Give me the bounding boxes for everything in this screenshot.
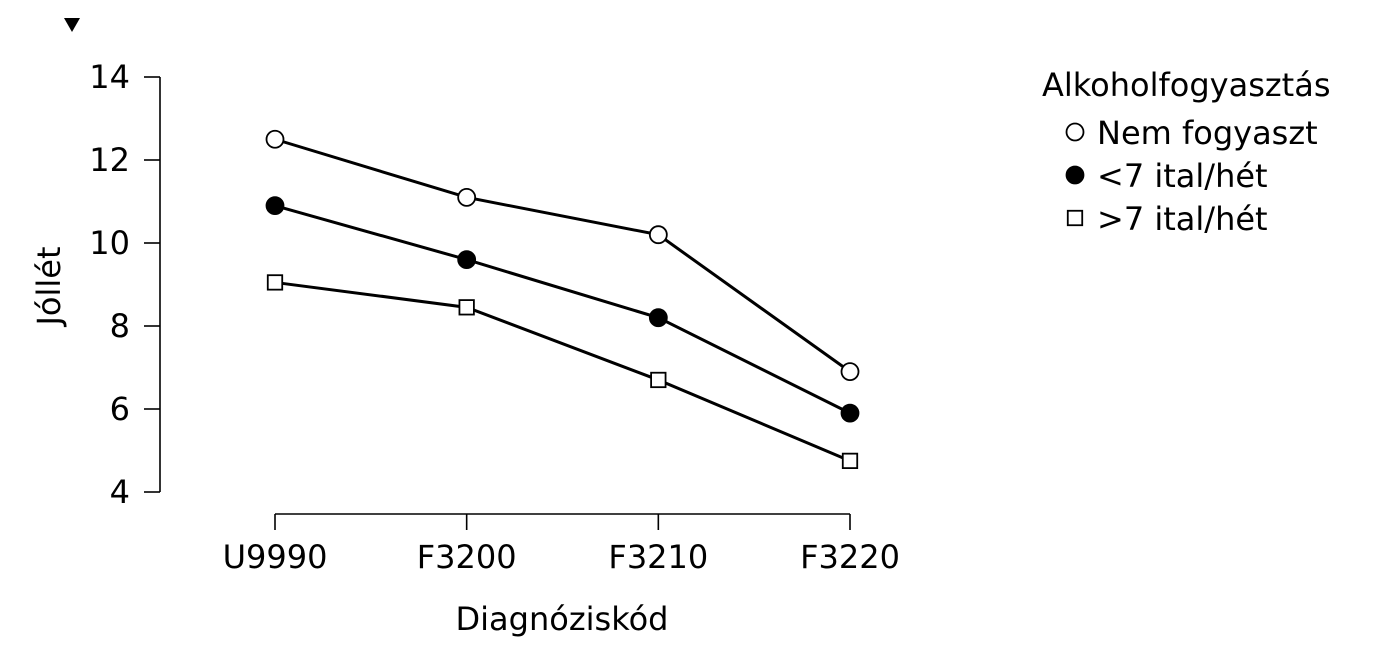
- series-1: [265, 129, 860, 382]
- series-2: [265, 196, 860, 423]
- data-point: [648, 308, 668, 328]
- y-tick-label: 12: [89, 141, 130, 179]
- data-point: [841, 452, 859, 469]
- legend-marker: [1065, 165, 1085, 185]
- y-tick-label: 6: [110, 390, 130, 428]
- y-axis-title: Jóllét: [30, 246, 68, 327]
- data-point: [265, 196, 285, 216]
- data-point: [457, 250, 477, 270]
- data-point: [458, 299, 475, 316]
- legend-label: >7 ital/hét: [1097, 200, 1268, 238]
- legend-item: Nem fogyaszt: [1065, 114, 1318, 152]
- legend-items: Nem fogyaszt <7 ital/hét >7 ital/hét: [1065, 114, 1318, 238]
- data-point: [840, 362, 860, 382]
- x-tick-label: F3200: [417, 538, 517, 576]
- down-triangle-icon: [64, 18, 80, 32]
- legend-marker: [1065, 122, 1085, 142]
- legend-label: <7 ital/hét: [1097, 157, 1268, 195]
- y-tick-label: 14: [89, 58, 130, 96]
- data-point: [265, 129, 285, 149]
- data-point: [650, 371, 667, 389]
- data-point: [457, 187, 477, 207]
- series-3: [266, 274, 859, 469]
- series-line: [274, 137, 851, 373]
- legend-title: Alkoholfogyasztás: [1042, 66, 1331, 104]
- series-layer: [265, 129, 860, 469]
- legend-marker: [1066, 209, 1084, 227]
- legend-label: Nem fogyaszt: [1097, 114, 1318, 152]
- x-axis-title: Diagnóziskód: [456, 600, 669, 638]
- y-tick-label: 4: [110, 473, 130, 511]
- x-axis: U9990 F3200 F3210 F3220: [223, 513, 900, 576]
- x-tick-label: F3210: [608, 538, 708, 576]
- y-tick-label: 8: [110, 307, 130, 345]
- data-point: [840, 403, 860, 423]
- series-line: [274, 280, 851, 463]
- legend: Alkoholfogyasztás Nem fogyaszt <7 ital/hé…: [1042, 66, 1331, 238]
- legend-item: >7 ital/hét: [1066, 200, 1268, 238]
- series-line: [274, 204, 851, 415]
- data-point: [266, 274, 284, 291]
- data-point: [648, 225, 668, 245]
- y-tick-label: 10: [89, 224, 130, 262]
- x-tick-label: F3220: [800, 538, 900, 576]
- y-axis: 4 6 8 10 12 14: [89, 58, 161, 511]
- legend-item: <7 ital/hét: [1065, 157, 1268, 195]
- x-tick-label: U9990: [223, 538, 328, 576]
